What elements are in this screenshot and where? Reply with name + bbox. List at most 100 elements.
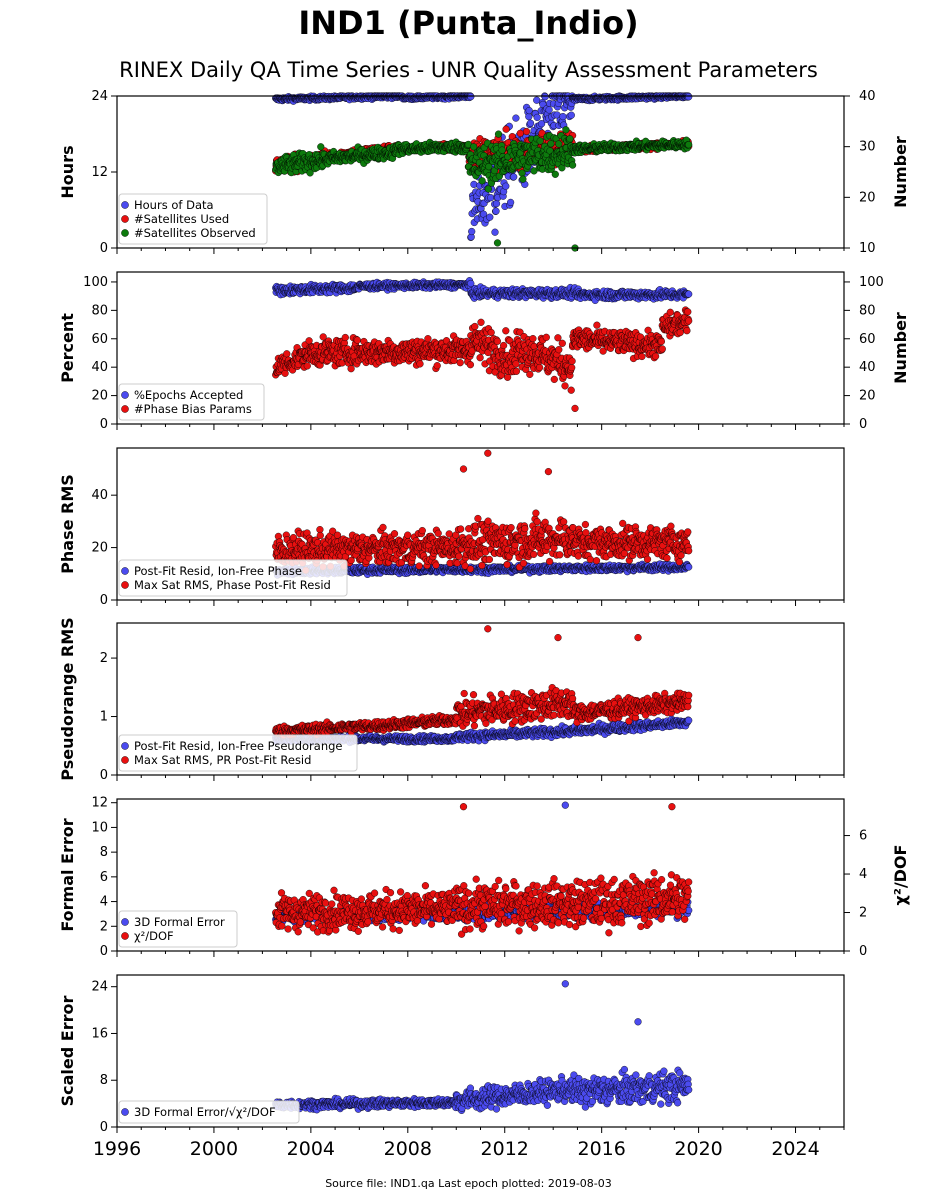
y-right-tick-label: 0 xyxy=(859,417,867,432)
data-point xyxy=(638,352,646,361)
page-title: IND1 (Punta_Indio) xyxy=(298,4,639,42)
y-right-tick-label: 30 xyxy=(859,140,876,155)
data-point xyxy=(568,357,576,365)
data-point xyxy=(526,370,534,379)
data-point xyxy=(525,112,533,121)
data-point xyxy=(478,177,486,185)
data-point xyxy=(522,127,531,136)
panel-percent: 020406080100Percent020406080100Number%Ep… xyxy=(58,271,910,432)
data-point xyxy=(550,375,558,384)
data-point xyxy=(684,308,692,316)
data-point xyxy=(510,173,518,181)
data-point xyxy=(498,146,506,154)
data-point xyxy=(353,336,361,344)
data-point xyxy=(651,352,660,360)
data-point xyxy=(559,112,567,121)
y-tick-label: 100 xyxy=(83,275,108,290)
legend-marker xyxy=(121,201,129,209)
data-point xyxy=(512,114,520,122)
y-axis-label: Percent xyxy=(58,313,77,383)
data-point xyxy=(471,322,479,331)
data-point xyxy=(533,113,541,122)
data-point xyxy=(433,362,441,370)
legend: Hours of Data#Satellites Used#Satellites… xyxy=(118,193,268,245)
data-point xyxy=(347,365,355,373)
y-tick-label: 20 xyxy=(91,389,108,404)
data-point xyxy=(685,317,693,325)
data-point xyxy=(685,290,693,298)
data-point xyxy=(416,360,424,368)
legend-label: #Satellites Observed xyxy=(134,226,256,240)
data-point xyxy=(492,200,501,208)
data-point xyxy=(456,359,464,367)
data-point xyxy=(341,333,349,342)
data-point xyxy=(526,119,535,127)
data-point xyxy=(502,327,510,335)
legend-label: Hours of Data xyxy=(134,198,214,212)
data-point xyxy=(529,335,537,343)
data-point xyxy=(536,137,544,145)
data-point xyxy=(317,143,325,151)
data-point xyxy=(507,198,515,207)
data-point xyxy=(424,335,432,343)
legend-marker xyxy=(121,405,129,413)
y-right-tick-label: 20 xyxy=(859,389,876,404)
data-point xyxy=(486,213,494,221)
series--phase-bias-params xyxy=(272,306,693,394)
data-point xyxy=(555,346,563,354)
data-point xyxy=(512,367,521,375)
y-right-tick-label: 10 xyxy=(859,241,876,256)
data-point xyxy=(593,321,601,329)
y-tick-label: 0 xyxy=(100,241,108,256)
data-point xyxy=(566,135,574,143)
data-point xyxy=(303,362,311,370)
data-point xyxy=(545,106,553,114)
data-point xyxy=(500,341,508,350)
data-point xyxy=(666,308,674,316)
outlier-point xyxy=(571,404,579,413)
outlier-point xyxy=(491,228,499,236)
data-point xyxy=(283,350,291,358)
data-point xyxy=(568,364,576,372)
outlier-point xyxy=(493,239,502,247)
data-point xyxy=(537,120,546,128)
data-point xyxy=(542,333,550,341)
legend-marker xyxy=(121,215,129,223)
data-point xyxy=(487,194,495,202)
data-point xyxy=(512,360,520,368)
y-right-axis-label: Number xyxy=(891,312,910,384)
data-point xyxy=(562,126,570,134)
data-point xyxy=(494,130,503,138)
legend-marker xyxy=(121,391,129,399)
data-point xyxy=(568,161,577,169)
data-point xyxy=(492,207,500,215)
data-point xyxy=(541,93,549,101)
data-point xyxy=(516,129,524,137)
y-tick-label: 12 xyxy=(91,165,108,180)
data-point xyxy=(493,337,502,345)
data-point xyxy=(467,93,475,101)
series--epochs-accepted xyxy=(272,277,693,305)
data-point xyxy=(551,170,559,178)
legend-label: #Phase Bias Params xyxy=(134,402,252,416)
data-point xyxy=(685,93,693,101)
data-point xyxy=(554,334,562,342)
data-point xyxy=(561,382,569,390)
y-right-tick-label: 40 xyxy=(859,89,876,104)
data-point xyxy=(477,318,485,326)
legend-marker xyxy=(121,229,129,237)
data-point xyxy=(657,337,666,346)
page-subtitle: RINEX Daily QA Time Series - UNR Quality… xyxy=(119,58,818,82)
data-point xyxy=(502,182,510,190)
data-point xyxy=(487,328,495,337)
y-right-tick-label: 60 xyxy=(859,332,876,347)
y-right-tick-label: 40 xyxy=(859,360,876,375)
data-point xyxy=(683,327,691,335)
y-right-tick-label: 100 xyxy=(859,275,884,290)
data-point xyxy=(476,354,484,362)
legend-label: %Epochs Accepted xyxy=(134,388,243,402)
data-point xyxy=(555,140,563,148)
data-point xyxy=(519,175,527,183)
